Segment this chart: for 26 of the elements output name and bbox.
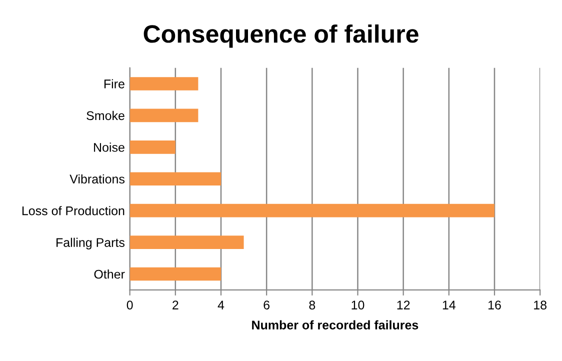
y-tick-label: Smoke (86, 110, 124, 120)
y-tick-label: Loss of Production (22, 206, 124, 216)
y-tick-label: Other (94, 269, 125, 279)
bar (130, 172, 221, 186)
y-tick-label: Vibrations (70, 174, 125, 184)
x-tick-label: 10 (352, 300, 364, 310)
bar (130, 140, 176, 154)
x-tick-label: 16 (488, 300, 501, 310)
x-tick-label: 18 (534, 300, 546, 310)
bar (130, 236, 244, 249)
x-tick-label: 6 (264, 300, 270, 310)
bar (130, 267, 221, 281)
x-tick-label: 4 (218, 300, 224, 310)
chart-title: Consequence of failure (144, 24, 418, 48)
x-tick-label: 14 (442, 300, 456, 310)
x-axis-title: Number of recorded failures (252, 320, 418, 330)
x-tick-label: 8 (309, 300, 316, 310)
x-tick-label: 2 (172, 300, 178, 310)
y-tick-label: Fire (104, 79, 124, 88)
x-tick-label: 0 (126, 300, 133, 310)
bar (130, 204, 494, 218)
bar (130, 108, 198, 122)
y-tick-label: Noise (94, 142, 124, 152)
y-tick-label: Falling Parts (56, 238, 125, 250)
x-tick-label: 12 (397, 300, 410, 310)
bar (130, 77, 198, 90)
